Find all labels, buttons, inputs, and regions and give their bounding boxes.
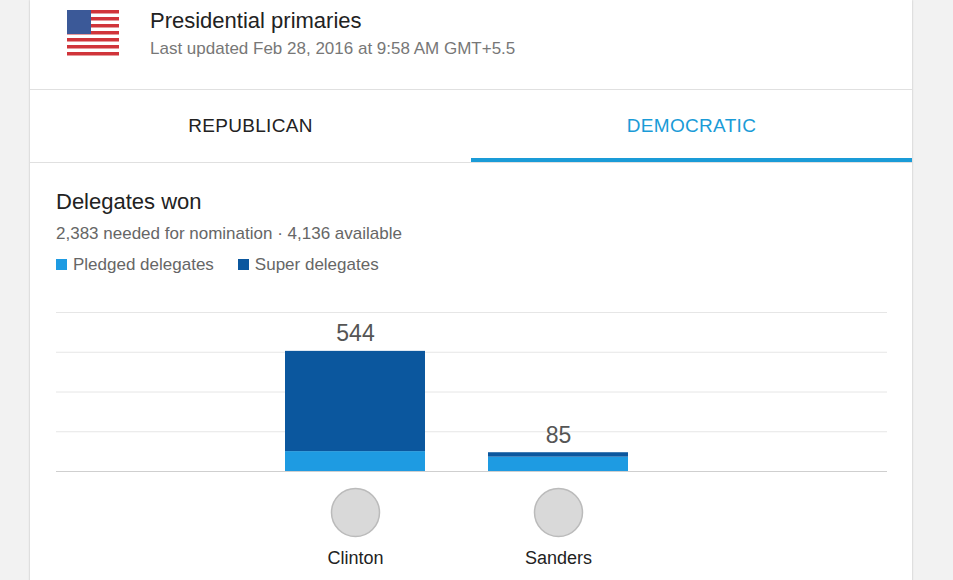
html-text:DEMOCRATIC: DEMOCRATIC xyxy=(626,115,757,136)
html-text:Delegates won: Delegates won xyxy=(56,189,202,214)
html-text:Pledged delegates: Pledged delegates xyxy=(73,255,214,274)
svg-text:544: 544 xyxy=(336,320,375,346)
svg-text:85: 85 xyxy=(546,422,572,448)
svg-text:Clinton: Clinton xyxy=(327,548,383,568)
svg-text:Sanders: Sanders xyxy=(525,548,592,568)
html-text:Last updated Feb 28, 2016 at 9: Last updated Feb 28, 2016 at 9:58 AM GMT… xyxy=(150,39,516,58)
html-text:Super delegates: Super delegates xyxy=(254,255,379,274)
html-text:REPUBLICAN: REPUBLICAN xyxy=(188,115,313,136)
html-text:Presidential primaries: Presidential primaries xyxy=(150,8,362,33)
html-text:2,383 needed for nomination ·: 2,383 needed for nomination · 4,136 avai… xyxy=(56,224,402,243)
